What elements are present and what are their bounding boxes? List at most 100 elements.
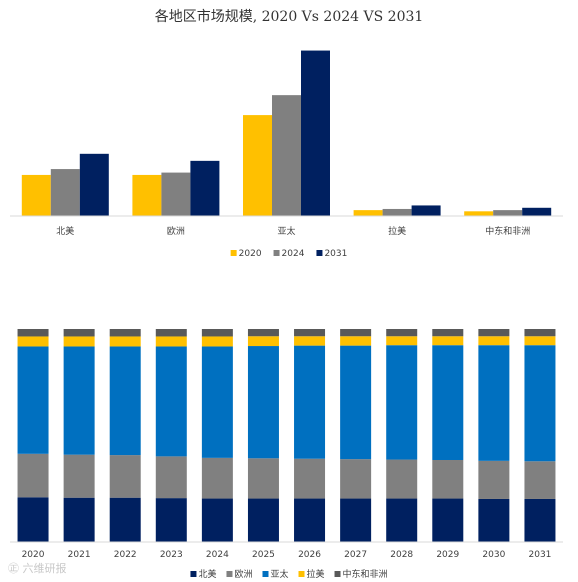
bar-中东和非洲-2024 [493,210,523,216]
x-tick-label: 2024 [206,550,229,560]
legend-label-欧洲: 欧洲 [234,568,252,580]
x-tick-label: 2026 [298,550,321,560]
x-tick-label: 2022 [114,550,137,560]
bar-segment-2026-北美 [294,498,326,542]
chart-title: 各地区市场规模, 2020 Vs 2024 VS 2031 [155,8,424,25]
bar-segment-2021-欧洲 [63,454,95,498]
legend-label-2020: 2020 [239,249,262,259]
bar-segment-2026-亚太 [294,345,326,459]
x-tick-labels: 2020 2021 2022 2023 2024 2025 2026 2027 2028 2029… [22,550,552,560]
x-tick-label: 2027 [344,550,367,560]
bar-segment-2025-拉美 [247,336,279,347]
x-tick-label: 2031 [529,550,552,560]
bar-segment-2024-拉美 [201,336,233,347]
legend-label-中东和非洲: 中东和非洲 [343,568,388,580]
bar-拉美-2031 [411,205,441,216]
bar-segment-2027-拉美 [340,336,372,346]
legend-swatch-中东和非洲 [334,571,341,577]
legend-label-拉美: 拉美 [307,568,325,580]
bar-拉美-2024 [382,208,412,216]
bar-segment-2020-北美 [17,497,49,542]
bar-拉美-2020 [353,210,383,216]
bar-segment-2028-亚太 [386,345,418,460]
bar-segment-2030-北美 [478,498,510,542]
x-tick-label: 欧洲 [167,225,185,237]
bar-segment-2024-北美 [201,498,233,542]
bar-segment-2028-欧洲 [386,459,418,499]
bar-segment-2022-中东和非洲 [109,329,141,337]
legend-label-亚太: 亚太 [270,568,288,580]
bar-北美-2031 [79,153,109,216]
bar-segment-2023-中东和非洲 [155,329,187,337]
legend: 北美 欧洲 亚太 拉美 中东和非洲 [190,568,388,580]
bar-segment-2021-中东和非洲 [63,329,95,337]
bar-segment-2025-中东和非洲 [247,329,279,337]
bar-segment-2020-亚太 [17,346,49,454]
legend-swatch-欧洲 [226,571,233,577]
bar-segment-2031-拉美 [524,336,556,346]
bar-亚太-2031 [301,50,330,217]
bar-segment-2028-拉美 [386,336,418,346]
legend-label-北美: 北美 [198,568,216,580]
bar-中东和非洲-2031 [522,207,552,216]
bar-北美-2024 [50,169,80,216]
bar-segment-2030-欧洲 [478,460,510,499]
legend-swatch-2024 [273,250,280,256]
bar-segment-2029-拉美 [432,336,464,346]
x-tick-labels: 北美 欧洲 亚太 拉美 中东和非洲 [56,225,530,237]
bar-欧洲-2031 [190,160,220,216]
bar-segment-2031-中东和非洲 [524,329,556,337]
bar-segment-2023-拉美 [155,336,187,347]
x-tick-label: 2025 [252,550,275,560]
bar-segment-2022-北美 [109,497,141,542]
bar-segment-2027-欧洲 [340,459,372,499]
bar-segment-2021-亚太 [63,346,95,455]
legend-label-2031: 2031 [324,249,347,259]
bar-中东和非洲-2020 [464,211,494,216]
x-tick-label: 2020 [22,550,45,560]
bar-北美-2020 [21,174,51,216]
bar-亚太-2024 [272,95,301,216]
bar-欧洲-2020 [132,174,162,216]
bar-segment-2027-亚太 [340,345,372,460]
legend-swatch-亚太 [262,571,269,577]
x-tick-label: 2021 [68,550,91,560]
x-tick-label: 北美 [56,225,74,237]
legend-swatch-2031 [316,250,323,256]
bar-segment-2025-欧洲 [247,458,279,499]
legend-label-2024: 2024 [282,249,305,259]
bar-segment-2028-北美 [386,498,418,542]
bar-segment-2021-北美 [63,497,95,542]
x-tick-label: 中东和非洲 [485,225,530,237]
bar-segment-2025-北美 [247,498,279,542]
bar-segment-2031-欧洲 [524,461,556,499]
bar-segment-2027-北美 [340,498,372,542]
bar-segment-2023-亚太 [155,346,187,457]
bar-segment-2029-亚太 [432,345,464,460]
watermark: ㊣ 六维研报 [8,562,67,575]
bar-欧洲-2024 [161,172,191,216]
legend-swatch-北美 [190,571,197,577]
bar-segment-2026-欧洲 [294,458,326,499]
legend-swatch-2020 [230,250,237,256]
x-tick-label: 2028 [390,550,413,560]
bar-segment-2022-欧洲 [109,455,141,498]
bar-segment-2024-欧洲 [201,457,233,499]
legend-swatch-拉美 [298,571,305,577]
bar-segment-2030-亚太 [478,345,510,461]
bar-segment-2021-拉美 [63,336,95,347]
bar-segment-2024-中东和非洲 [201,329,233,337]
bar-segment-2029-中东和非洲 [432,329,464,337]
bar-segment-2020-拉美 [17,336,49,347]
x-tick-label: 2023 [160,550,183,560]
bar-segment-2027-中东和非洲 [340,329,372,337]
stacked-bars-group [17,329,556,542]
regional-share-chart: 2020 2021 2022 2023 2024 2025 2026 2027 2028 2029… [10,329,563,580]
bar-segment-2023-欧洲 [155,456,187,499]
x-tick-label: 亚太 [277,225,295,237]
bar-segment-2024-亚太 [201,346,233,458]
bar-segment-2028-中东和非洲 [386,329,418,337]
bar-segment-2022-拉美 [109,336,141,347]
bar-segment-2031-北美 [524,498,556,542]
bar-segment-2031-亚太 [524,345,556,462]
